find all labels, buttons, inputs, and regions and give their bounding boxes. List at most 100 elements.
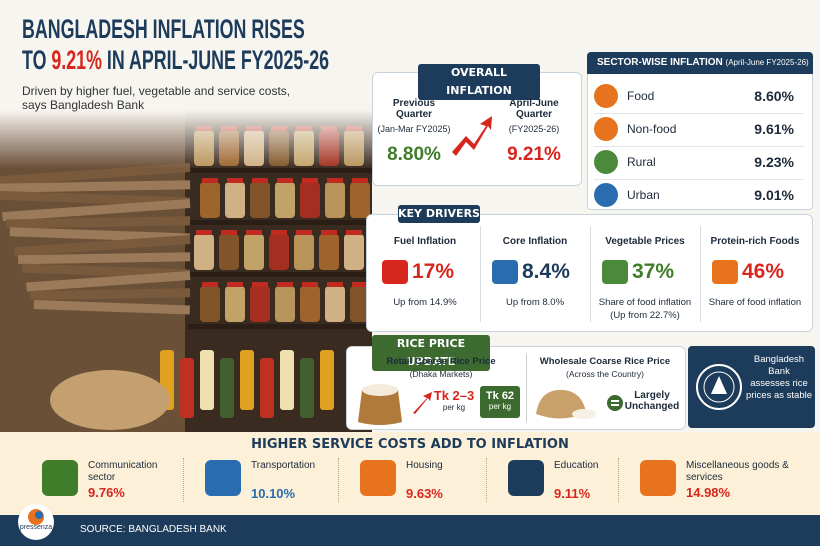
circle — [607, 395, 623, 411]
sector-label: Food — [627, 89, 655, 103]
divider — [590, 226, 591, 322]
divider — [700, 226, 701, 322]
sector-label: Non-food — [627, 122, 677, 136]
title: Retail Coarse Rice Price — [386, 356, 496, 367]
driver-note: Share of food inflation — [708, 297, 802, 308]
service-icon — [640, 460, 676, 496]
driver-value: 8.4% — [522, 260, 570, 283]
footer-bar — [0, 515, 820, 546]
logo — [18, 504, 54, 540]
divider — [338, 458, 340, 502]
service-icon — [508, 460, 544, 496]
driver-icon — [712, 260, 738, 284]
service-value: 10.10% — [251, 486, 296, 501]
rice-heading: RICE PRICE UPDATE — [372, 335, 490, 371]
bank-box — [688, 346, 815, 428]
driver-title: Protein-rich Foods — [710, 236, 800, 247]
period: (Jan-Mar FY2025) — [377, 124, 451, 134]
bank-emblem — [696, 364, 742, 410]
retail-price: Tk 62 per kg — [480, 386, 520, 418]
spill — [572, 409, 596, 419]
heading: SECTOR-WISE INFLATION — [597, 57, 723, 68]
previous-quarter: Previous Quarter (Jan-Mar FY2025) 8.80% — [376, 98, 452, 166]
title: Wholesale Coarse Rice Price — [539, 356, 671, 367]
photo-fade — [0, 110, 372, 435]
divider — [183, 458, 185, 502]
sector-box — [587, 52, 813, 210]
emblem — [711, 376, 727, 394]
sector-icon — [594, 84, 618, 108]
service-label: Housing — [406, 460, 443, 471]
divider — [526, 354, 527, 422]
arrow-shape — [413, 392, 432, 414]
title: BANGLADESH INFLATION RISES TO 9.21% IN A… — [22, 14, 329, 76]
period: (FY2025-26) — [508, 124, 560, 134]
service-label: Miscellaneous goods & services — [686, 460, 789, 483]
services-band — [0, 432, 820, 516]
service-value: 14.98% — [686, 485, 731, 500]
rice — [362, 384, 398, 396]
sector-label: Urban — [627, 188, 660, 202]
sack — [358, 385, 402, 425]
logo-text: pressenza — [19, 524, 53, 531]
source: SOURCE: BANGLADESH BANK — [80, 524, 227, 535]
retail-title: Retail Coarse Rice Price (Dhaka Markets) — [356, 356, 526, 379]
overall-heading: OVERALL INFLATION — [418, 64, 540, 100]
driver-title: Vegetable Prices — [605, 236, 685, 247]
drivers-box — [366, 214, 813, 332]
sector-icon — [594, 117, 618, 141]
title-highlight: 9.21% — [51, 45, 102, 75]
bank-text: assesses rice prices as stable — [746, 378, 813, 401]
sector-value: 9.23% — [754, 154, 794, 170]
service-value: 9.63% — [406, 486, 443, 501]
title-line: TO 9.21% IN APRIL-JUNE FY2025-26 — [22, 45, 329, 76]
wholesale-title: Wholesale Coarse Rice Price (Across the … — [530, 356, 680, 379]
driver-icon — [492, 260, 518, 284]
divider — [486, 458, 488, 502]
driver-value: 37% — [632, 260, 675, 283]
title-line: BANGLADESH INFLATION RISES — [22, 14, 305, 44]
sector-value: 9.61% — [754, 121, 794, 137]
subtitle: (Dhaka Markets) — [409, 369, 473, 379]
driver-value: 46% — [742, 260, 785, 283]
sector-value: 8.60% — [754, 88, 794, 104]
driver-value: 17% — [412, 260, 455, 283]
row-divider — [594, 146, 804, 147]
services-heading: HIGHER SERVICE COSTS ADD TO INFLATION — [251, 437, 569, 452]
driver-note: Up from 14.9% — [393, 297, 457, 308]
sector-heading: SECTOR-WISE INFLATION (April-June FY2025… — [587, 52, 813, 74]
ring — [703, 371, 735, 403]
service-label: Transportation — [251, 460, 316, 471]
row-divider — [594, 113, 804, 114]
service-label: Communication sector — [88, 460, 158, 483]
bar — [611, 404, 619, 406]
driver-title: Fuel Inflation — [393, 236, 457, 247]
label: April-June Quarter — [509, 98, 559, 120]
sector-icon — [594, 150, 618, 174]
current-quarter: April-June Quarter (FY2025-26) 9.21% — [492, 98, 576, 166]
equal-icon — [607, 395, 623, 411]
drivers-heading: KEY DRIVERS — [398, 205, 480, 223]
service-icon — [205, 460, 241, 496]
driver-icon — [602, 260, 628, 284]
up-arrow — [452, 116, 492, 156]
value: 9.21% — [507, 144, 561, 165]
service-label: Education — [554, 460, 599, 471]
divider — [480, 226, 481, 322]
value: 8.80% — [387, 144, 441, 165]
bag — [536, 389, 586, 419]
divider — [618, 458, 620, 502]
unit: per kg — [442, 403, 466, 412]
retail-change: Tk 2–3 per kg — [428, 388, 480, 412]
driver-icon — [382, 260, 408, 284]
title-part: IN APRIL-JUNE FY2025-26 — [106, 45, 330, 75]
bank-note: Bangladesh Bank assesses rice prices as … — [746, 354, 812, 402]
heading-note: (April-June FY2025-26) — [725, 58, 809, 67]
driver-title: Core Inflation — [502, 236, 568, 247]
sector-icon — [594, 183, 618, 207]
ring — [696, 364, 742, 410]
change: Tk 2–3 — [433, 388, 475, 403]
rice-sack — [358, 384, 402, 425]
price: Tk 62 — [485, 390, 515, 402]
